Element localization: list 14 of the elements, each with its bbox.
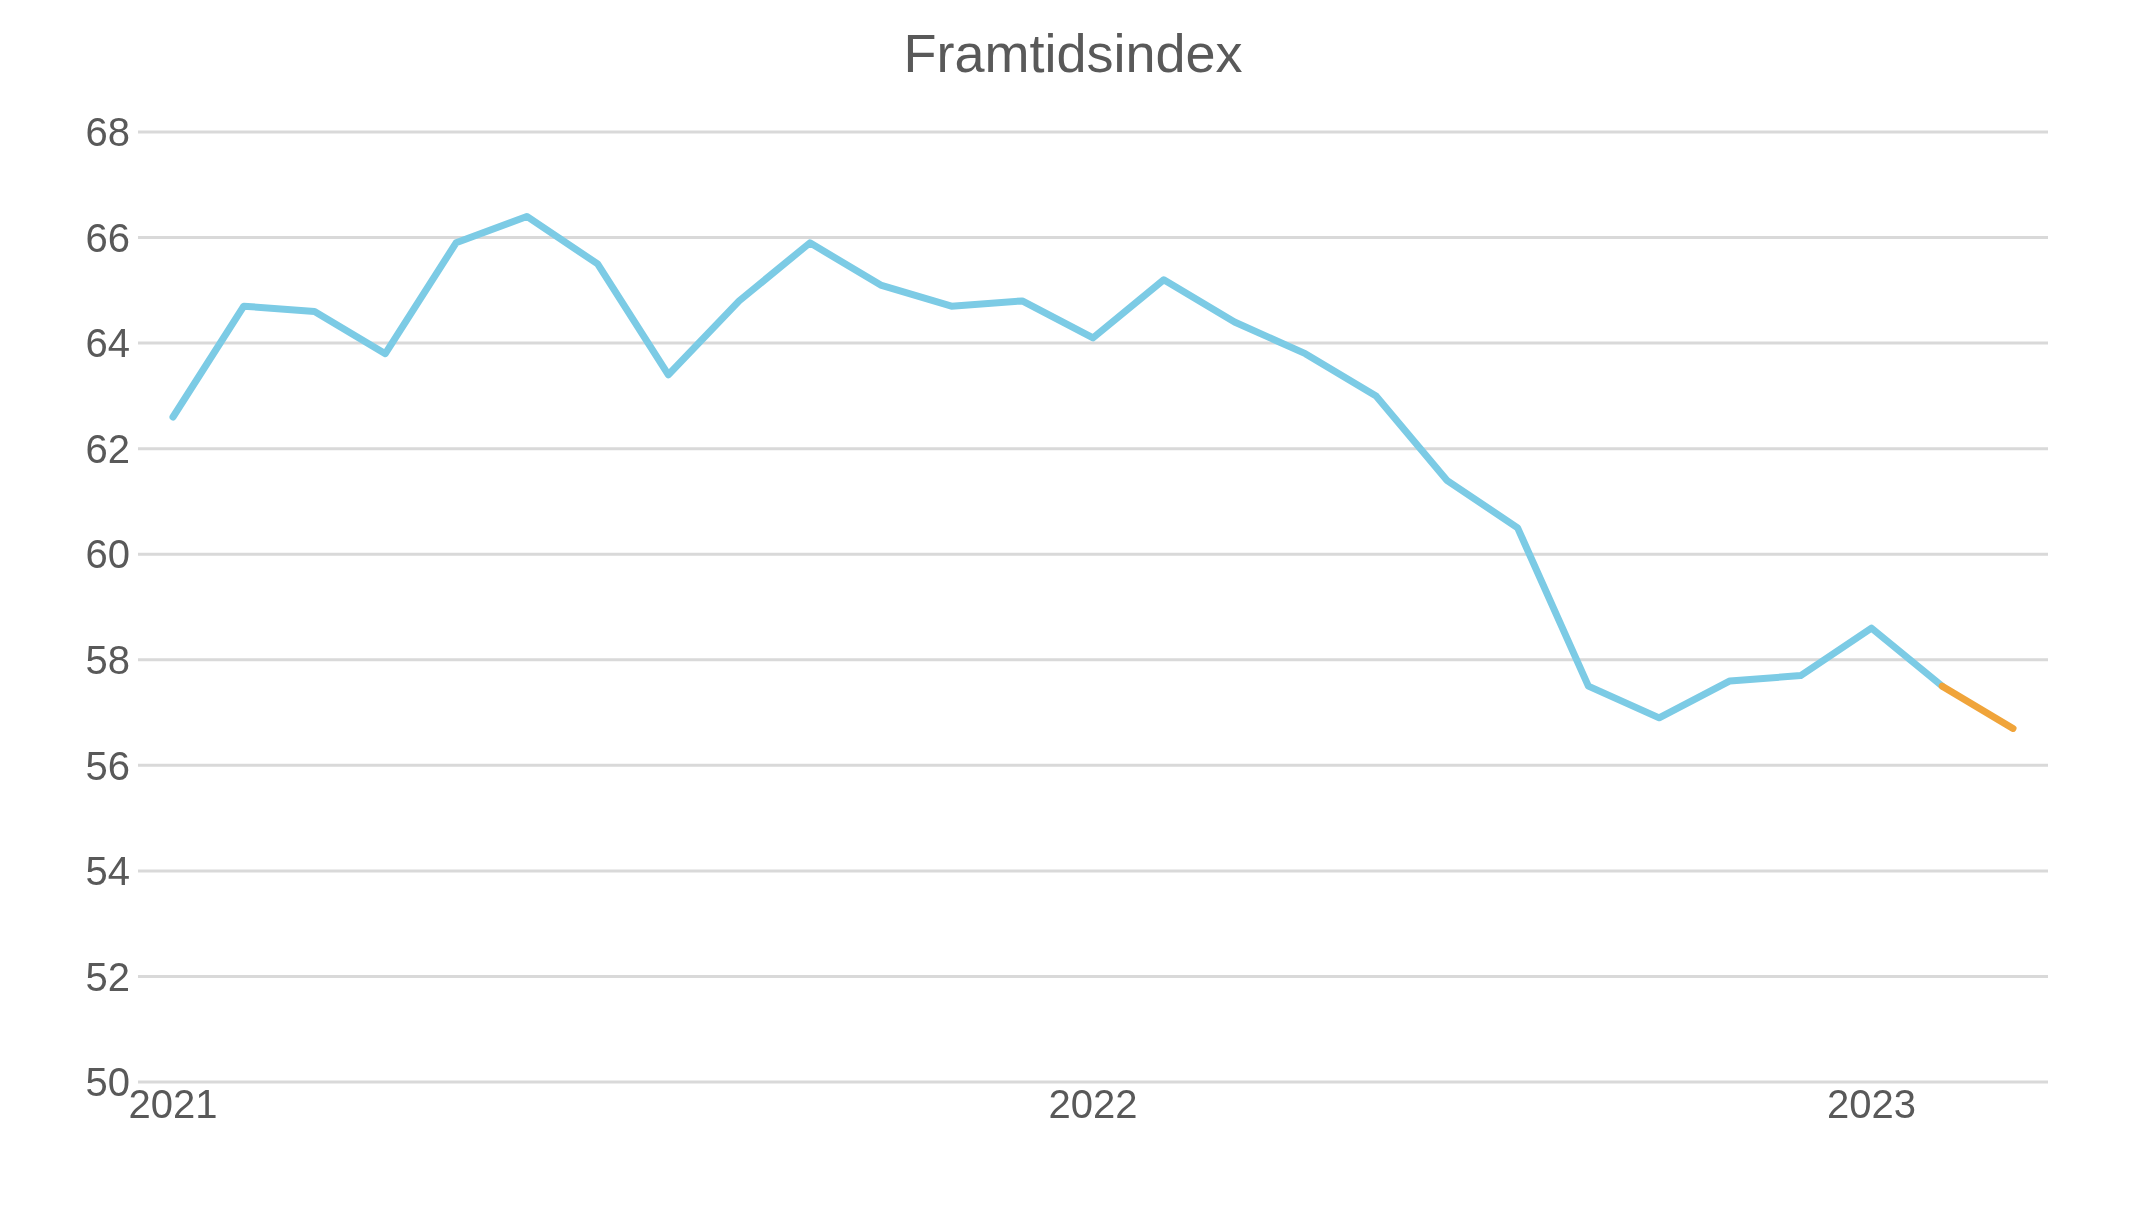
chart-title: Framtidsindex <box>902 22 1244 85</box>
y-tick-label: 54 <box>85 849 130 894</box>
y-tick-label: 50 <box>85 1060 130 1105</box>
y-tick-label: 62 <box>85 426 130 471</box>
y-tick-label: 52 <box>85 954 130 999</box>
x-tick-label: 2023 <box>1826 1082 1916 1127</box>
y-tick-label: 60 <box>85 532 130 577</box>
x-tick-label: 2021 <box>128 1082 218 1127</box>
y-tick-label: 58 <box>85 637 130 682</box>
y-tick-label: 56 <box>85 743 130 788</box>
y-tick-label: 64 <box>85 321 130 366</box>
x-tick-label: 2022 <box>1048 1082 1138 1127</box>
y-tick-label: 66 <box>85 215 130 260</box>
y-tick-label: 68 <box>85 110 130 155</box>
